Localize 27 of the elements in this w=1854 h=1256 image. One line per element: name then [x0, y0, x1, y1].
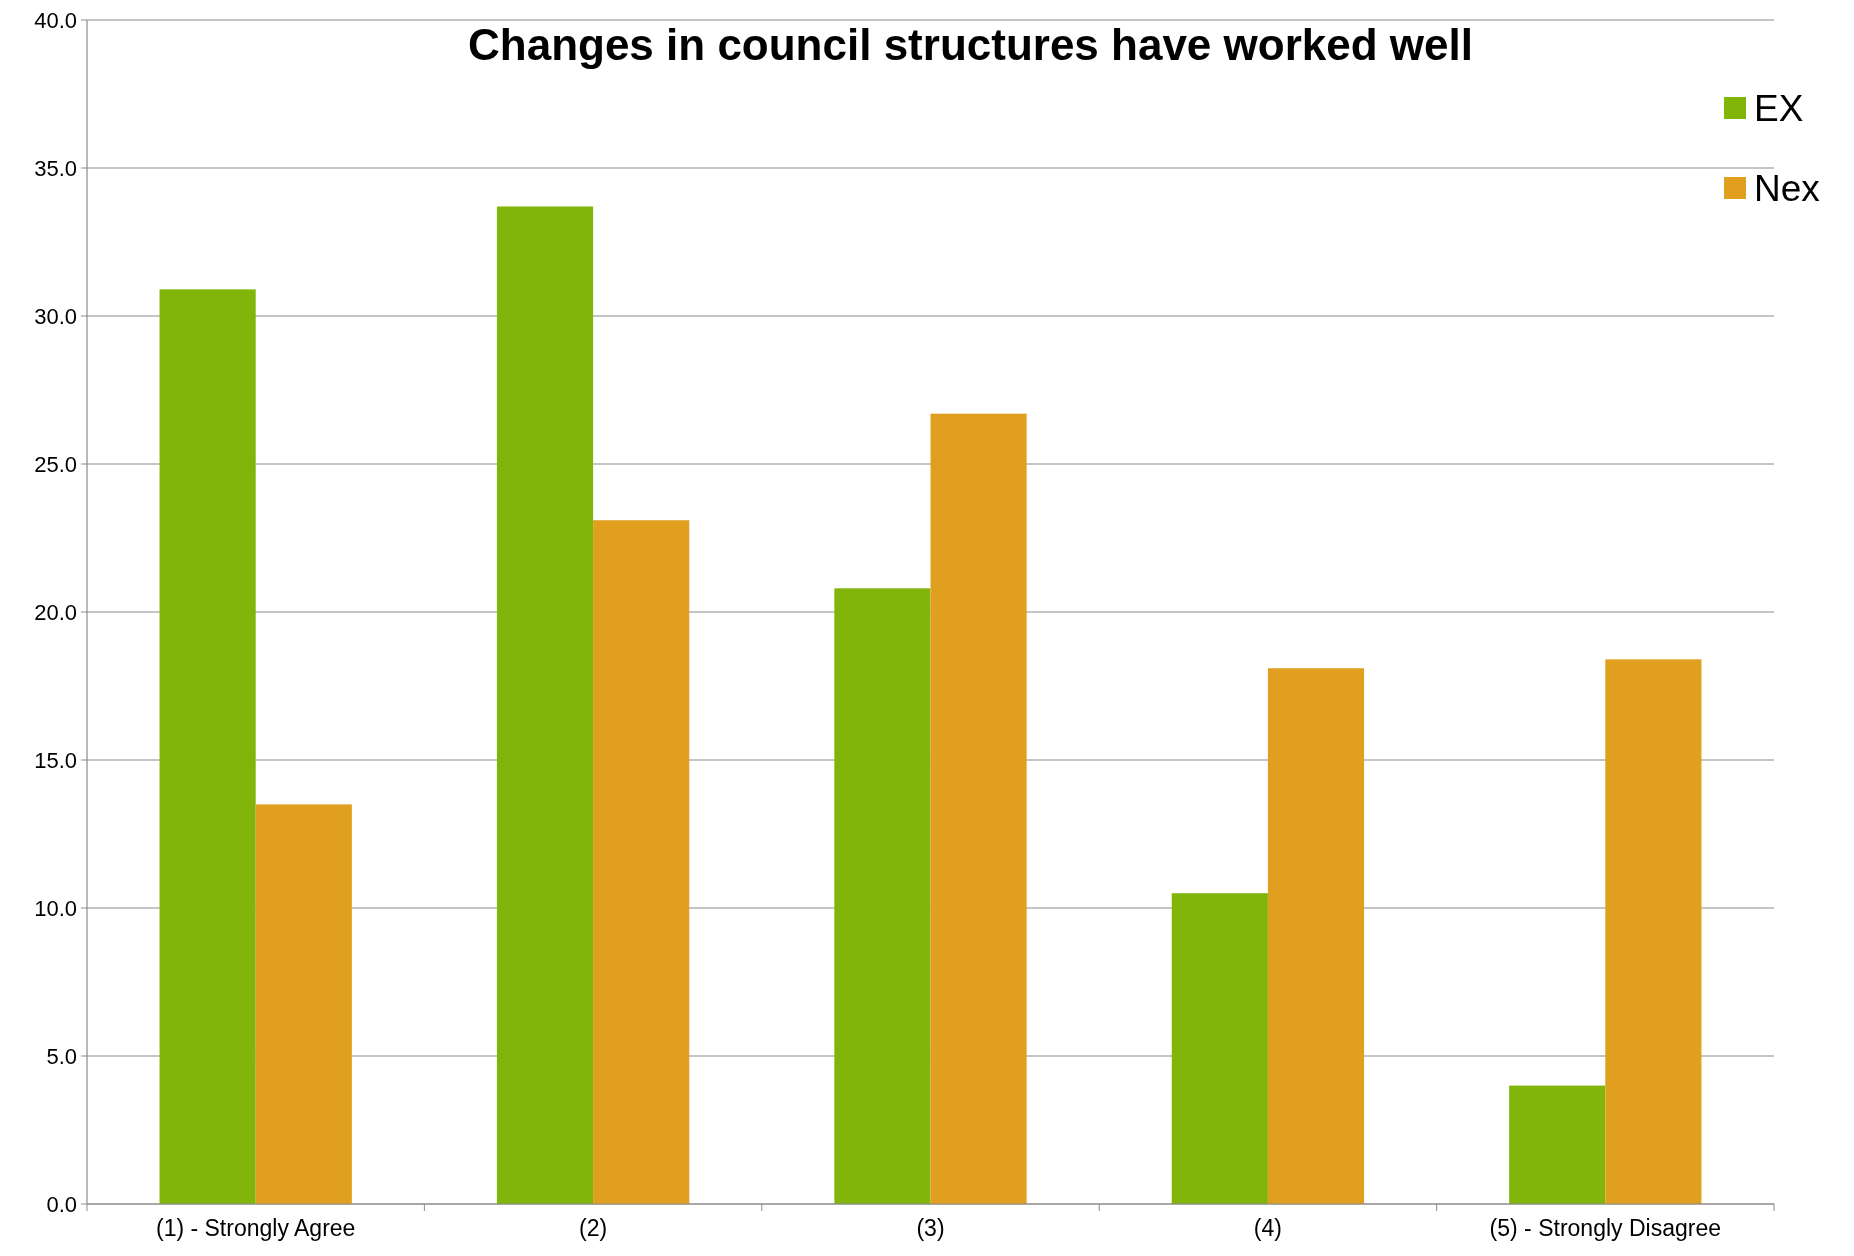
y-tick-label: 10.0	[34, 895, 77, 921]
y-tick-label: 15.0	[34, 747, 77, 773]
y-tick-label: 5.0	[46, 1043, 77, 1069]
x-tick-label: (3)	[916, 1215, 945, 1241]
x-tick-label: (5) - Strongly Disagree	[1489, 1215, 1721, 1241]
x-tick-label: (1) - Strongly Agree	[155, 1215, 356, 1241]
bar	[255, 804, 352, 1204]
bar	[1605, 659, 1702, 1204]
bar	[1509, 1085, 1606, 1204]
y-tick-label: 25.0	[34, 451, 77, 477]
y-tick-label: 30.0	[34, 303, 77, 329]
bar	[1267, 668, 1365, 1204]
bar	[834, 588, 931, 1204]
y-tick-label: 20.0	[34, 599, 77, 625]
bar	[159, 289, 256, 1204]
x-tick-label: (4)	[1253, 1215, 1282, 1241]
y-tick-label: 35.0	[34, 155, 77, 181]
y-tick-label: 0.0	[46, 1191, 77, 1217]
bar	[593, 520, 690, 1204]
y-tick-label: 40.0	[34, 7, 77, 33]
chart-title: Changes in council structures have worked well	[468, 20, 1473, 69]
x-tick-label: (2)	[579, 1215, 608, 1241]
bar	[496, 206, 594, 1204]
legend-label: Nex	[1754, 167, 1821, 209]
legend-label: EX	[1754, 87, 1804, 129]
bar	[1171, 893, 1268, 1204]
bar	[930, 413, 1027, 1204]
